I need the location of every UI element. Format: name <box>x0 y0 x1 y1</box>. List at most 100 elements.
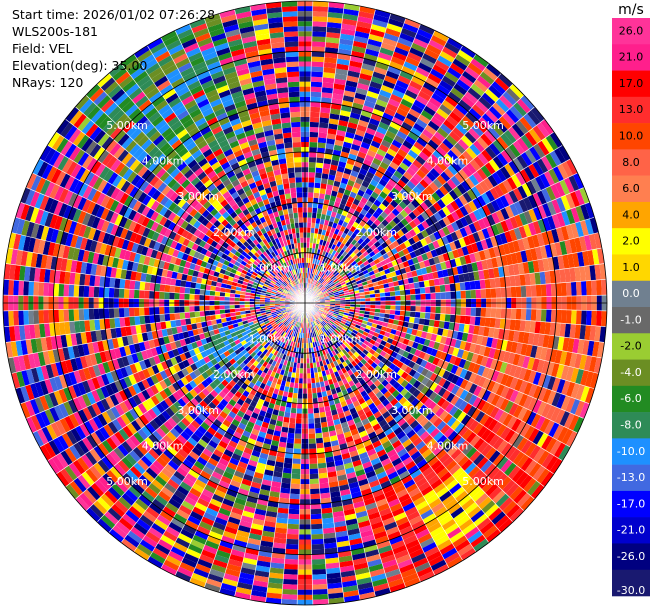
range-gate <box>311 524 323 530</box>
range-gate <box>314 178 321 184</box>
range-gate <box>279 493 290 499</box>
range-gate <box>293 454 301 459</box>
range-gate <box>315 168 322 174</box>
range-gate <box>286 534 299 540</box>
range-gate <box>314 188 320 194</box>
range-gate <box>471 290 476 299</box>
range-gate <box>289 499 300 505</box>
range-gate <box>288 428 295 434</box>
range-gate <box>531 309 537 321</box>
range-gate <box>420 306 425 312</box>
range-gate <box>281 427 288 433</box>
range-gate <box>425 312 431 319</box>
range-gate <box>309 127 318 133</box>
range-gate <box>410 311 416 317</box>
range-gate <box>290 413 296 419</box>
range-gate <box>291 479 301 485</box>
range-gate <box>308 197 314 202</box>
range-gate <box>435 292 440 299</box>
range-gate <box>481 289 487 299</box>
range-gate <box>287 438 295 444</box>
range-gate <box>395 305 400 310</box>
range-gate <box>288 519 300 525</box>
range-gate <box>318 468 327 474</box>
range-gate <box>286 544 299 550</box>
range-gate <box>311 61 324 67</box>
range-gate <box>314 423 321 429</box>
range-gate <box>282 589 297 595</box>
range-gate <box>309 142 318 147</box>
range-gate <box>284 564 298 570</box>
range-gate <box>476 307 482 316</box>
range-gate <box>521 309 527 321</box>
range-gate <box>571 310 577 324</box>
range-gate <box>310 484 320 490</box>
range-gate <box>283 579 298 585</box>
range-gate <box>526 309 532 321</box>
range-gate <box>536 309 542 322</box>
range-gate <box>471 307 476 316</box>
range-gate <box>309 152 317 157</box>
range-gate <box>292 464 301 469</box>
range-gate <box>308 413 314 418</box>
range-gate <box>430 313 436 320</box>
range-gate <box>566 310 572 324</box>
range-gate <box>283 463 292 469</box>
range-gate <box>310 509 321 515</box>
range-gate <box>541 309 547 322</box>
range-gate <box>308 182 314 187</box>
range-gate <box>429 279 435 286</box>
range-gate <box>495 318 501 329</box>
range-gate <box>470 281 476 290</box>
range-gate <box>297 403 303 408</box>
range-gate <box>318 473 328 479</box>
range-gate <box>311 519 323 525</box>
range-gate <box>385 296 390 301</box>
range-gate <box>380 305 385 309</box>
range-gate <box>321 427 328 433</box>
range-gate <box>313 11 328 17</box>
range-gate <box>289 423 296 429</box>
range-gate <box>293 449 301 454</box>
range-gate <box>308 433 315 438</box>
range-gate <box>310 494 320 500</box>
range-gate <box>420 287 426 294</box>
range-gate <box>400 295 405 300</box>
range-gate <box>430 293 435 300</box>
range-gate <box>280 488 290 494</box>
range-gate <box>400 306 405 311</box>
range-gate <box>470 316 476 325</box>
range-gate <box>561 310 567 324</box>
range-gate <box>415 288 421 294</box>
range-gate <box>581 281 587 296</box>
range-gate <box>424 319 430 326</box>
range-gate <box>311 77 323 83</box>
range-gate <box>395 296 400 301</box>
range-gate <box>456 307 461 315</box>
range-gate <box>591 280 597 295</box>
range-gate <box>536 284 542 297</box>
range-gate <box>311 56 324 62</box>
range-gate <box>308 408 314 413</box>
range-gate <box>295 428 302 433</box>
range-gate <box>314 413 320 419</box>
range-gate <box>312 16 327 22</box>
range-gate <box>312 574 327 580</box>
range-gate <box>316 443 324 449</box>
range-gate <box>425 293 430 300</box>
range-gate <box>284 569 298 575</box>
range-gate <box>286 443 294 449</box>
range-gate <box>511 286 517 297</box>
range-gate <box>310 102 321 108</box>
range-gate <box>430 306 435 313</box>
range-gate <box>311 514 322 520</box>
range-gate <box>312 579 327 585</box>
range-gate <box>310 107 320 113</box>
range-gate <box>420 294 425 300</box>
range-gate <box>298 388 303 393</box>
range-gate <box>312 584 327 590</box>
range-gate <box>576 310 582 325</box>
range-gate <box>541 284 547 297</box>
range-gate <box>465 281 471 290</box>
